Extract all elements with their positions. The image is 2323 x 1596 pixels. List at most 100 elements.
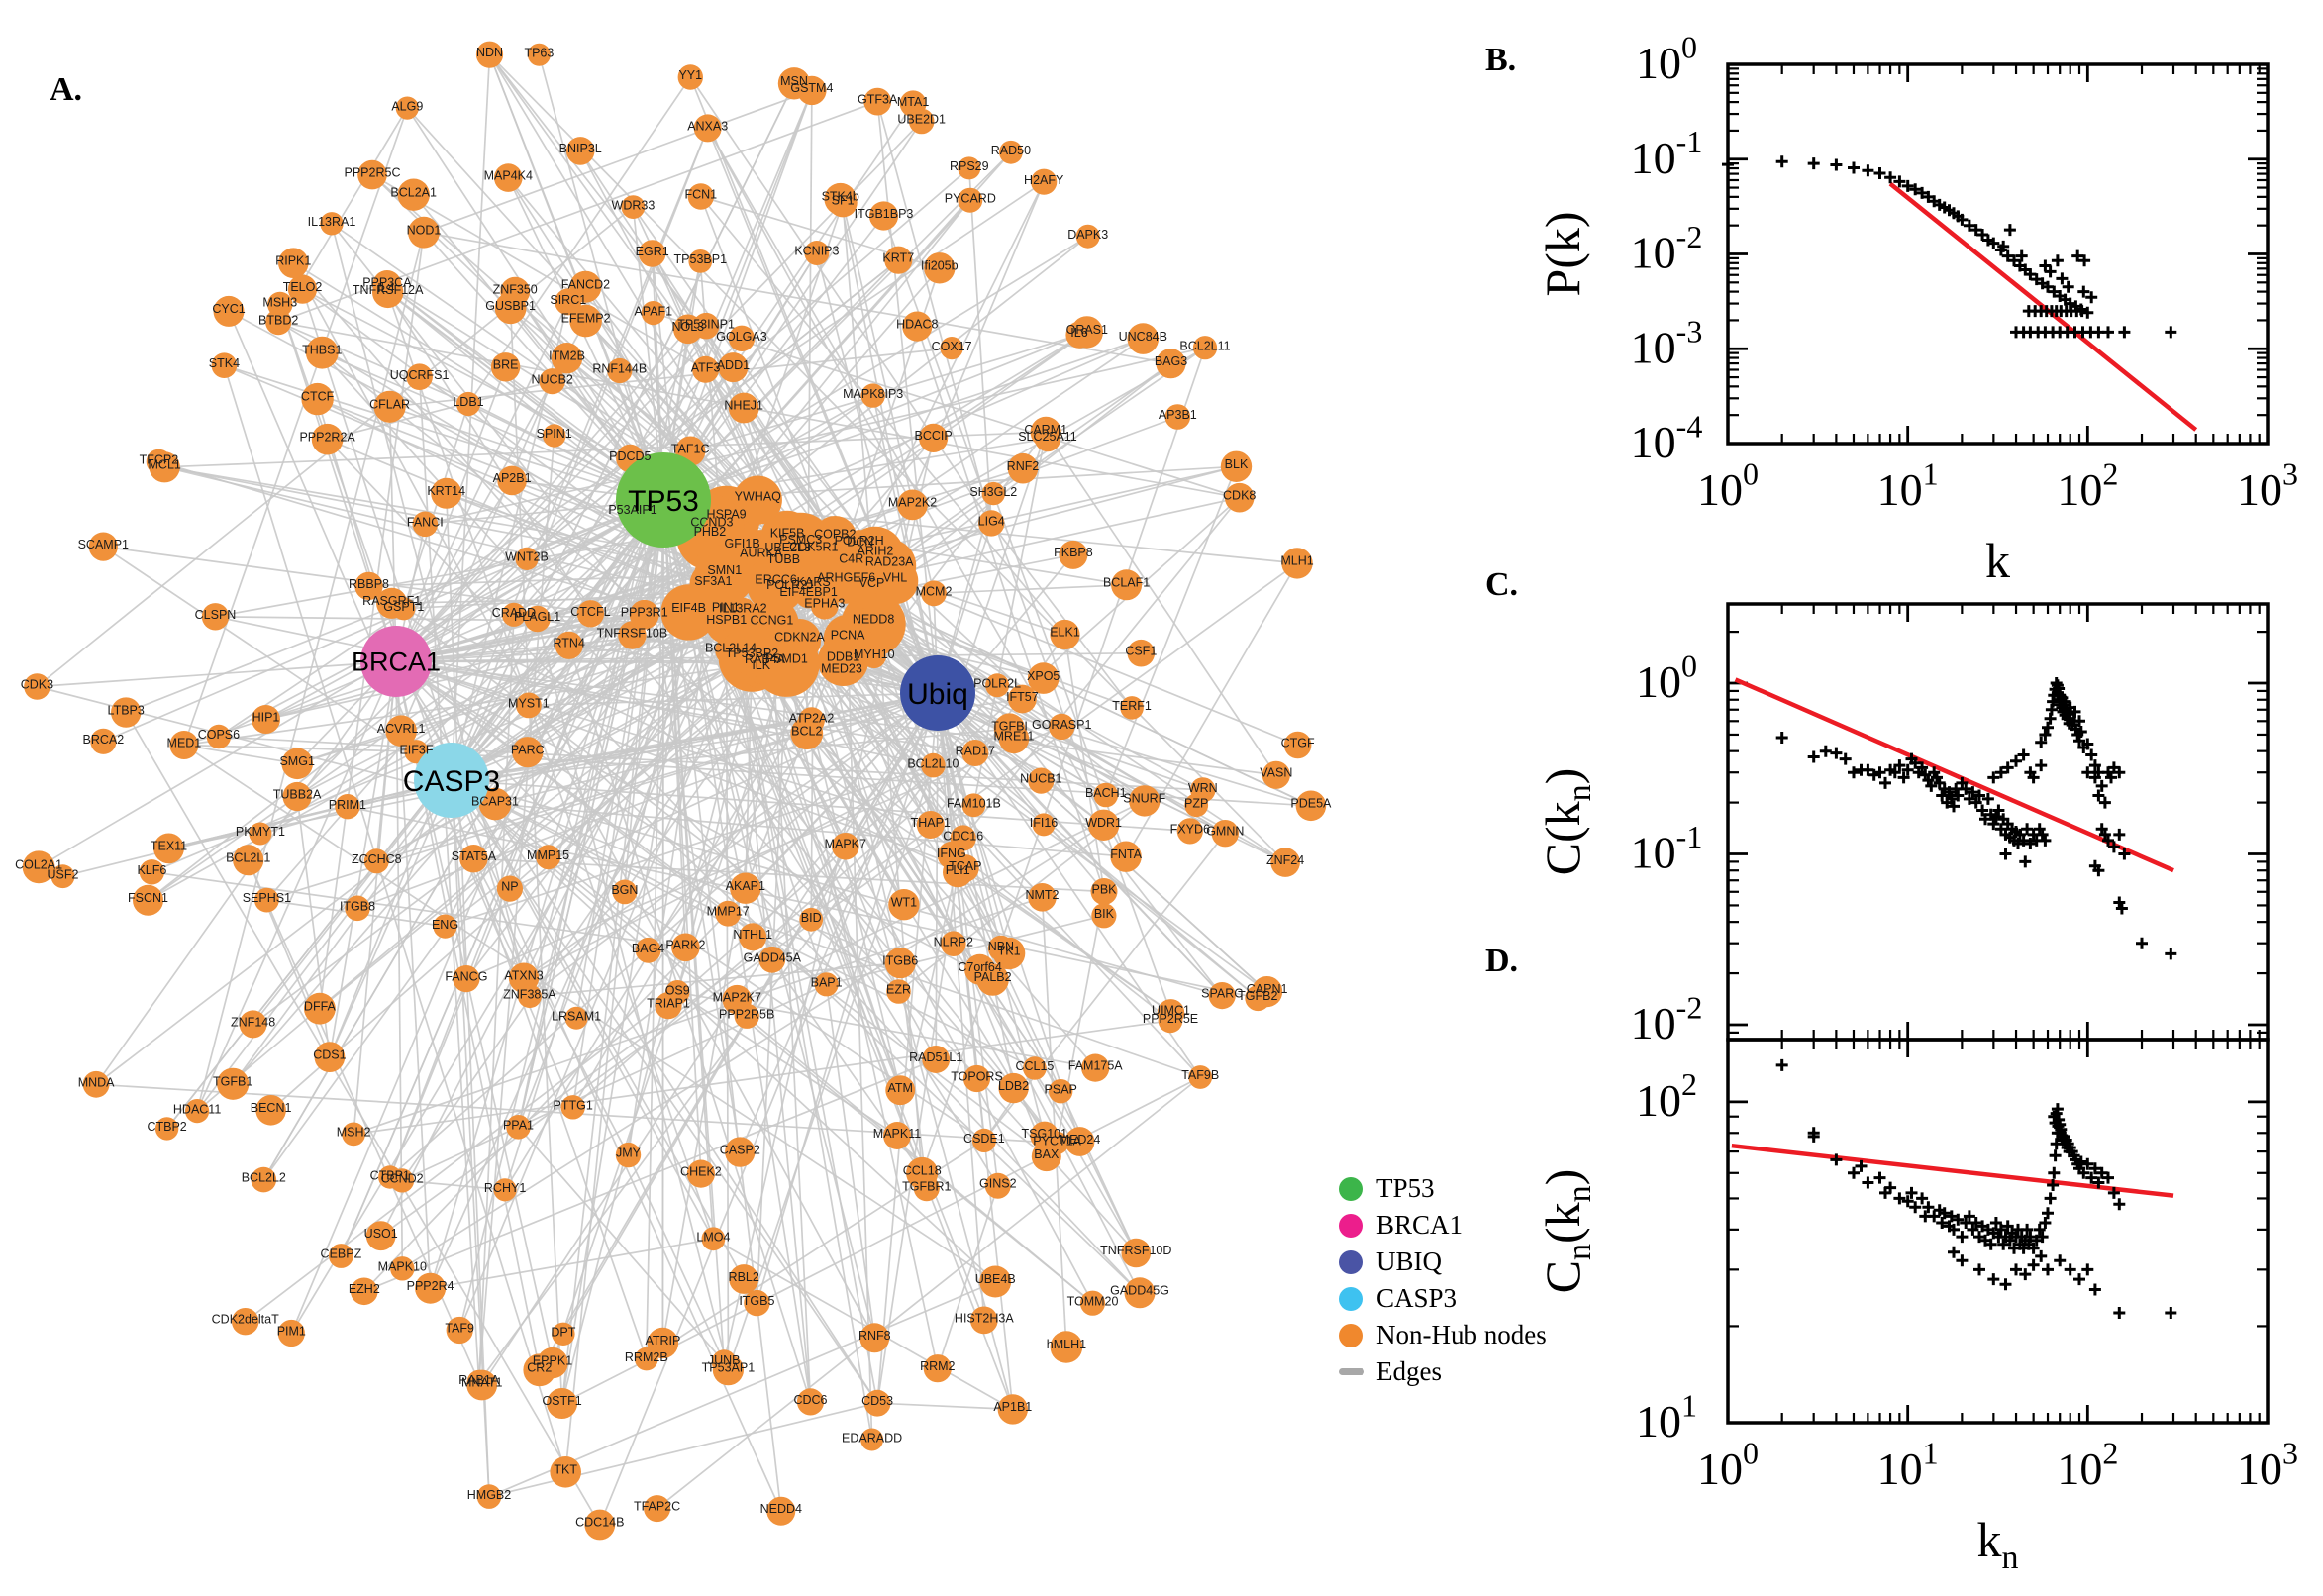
non-hub-node[interactable] [1176,818,1203,845]
non-hub-node[interactable] [357,159,387,190]
non-hub-node[interactable] [251,1166,277,1193]
non-hub-node[interactable] [500,276,531,307]
non-hub-node[interactable] [267,291,293,318]
non-hub-node[interactable] [692,312,720,340]
non-hub-node[interactable] [886,979,911,1004]
non-hub-node[interactable] [694,545,756,605]
non-hub-node[interactable] [320,212,344,236]
non-hub-node[interactable] [941,931,966,956]
non-hub-node[interactable] [961,793,986,818]
non-hub-node[interactable] [729,1264,759,1294]
non-hub-node[interactable] [921,580,947,607]
non-hub-node[interactable] [814,972,839,997]
non-hub-node[interactable] [730,872,761,904]
non-hub-node[interactable] [621,195,646,220]
non-hub-node[interactable] [1059,540,1088,569]
non-hub-node[interactable] [1008,684,1037,714]
non-hub-node[interactable] [635,1347,658,1371]
non-hub-node[interactable] [863,1389,891,1417]
non-hub-node[interactable] [647,1327,679,1359]
non-hub-node[interactable] [576,600,605,628]
non-hub-node[interactable] [406,363,433,391]
non-hub-node[interactable] [1032,813,1056,837]
non-hub-node[interactable] [859,1323,890,1353]
non-hub-node[interactable] [768,512,833,577]
non-hub-node[interactable] [547,1388,578,1419]
non-hub-node[interactable] [913,1175,940,1202]
non-hub-node[interactable] [921,752,946,778]
non-hub-node[interactable] [185,1099,210,1124]
non-hub-node[interactable] [798,707,825,734]
non-hub-node[interactable] [693,114,722,143]
non-hub-node[interactable] [516,692,542,719]
non-hub-node[interactable] [1188,1065,1213,1089]
non-hub-node[interactable] [969,1306,998,1335]
non-hub-node[interactable] [1270,848,1300,877]
non-hub-node[interactable] [501,602,527,627]
non-hub-node[interactable] [365,1221,396,1251]
non-hub-node[interactable] [385,715,417,747]
non-hub-node[interactable] [153,833,184,864]
non-hub-node[interactable] [999,140,1023,164]
non-hub-node[interactable] [395,96,419,120]
non-hub-node[interactable] [22,850,55,884]
non-hub-node[interactable] [722,984,753,1015]
non-hub-node[interactable] [555,288,582,316]
non-hub-node[interactable] [408,216,440,249]
non-hub-node[interactable] [249,822,272,846]
non-hub-node[interactable] [24,673,50,700]
non-hub-node[interactable] [497,465,527,496]
non-hub-node[interactable] [446,1316,473,1345]
non-hub-node[interactable] [345,895,370,922]
non-hub-node[interactable] [1295,790,1327,822]
non-hub-node[interactable] [916,811,945,839]
non-hub-node[interactable] [213,295,245,327]
non-hub-node[interactable] [515,547,539,571]
non-hub-node[interactable] [527,43,551,66]
non-hub-node[interactable] [688,249,713,273]
non-hub-node[interactable] [1220,450,1253,482]
non-hub-node[interactable] [1028,767,1055,794]
non-hub-node[interactable] [860,1428,884,1451]
non-hub-node[interactable] [1129,785,1161,817]
non-hub-node[interactable] [883,1122,911,1149]
non-hub-node[interactable] [958,156,981,180]
non-hub-node[interactable] [1075,224,1100,249]
non-hub-node[interactable] [523,1353,556,1387]
non-hub-node[interactable] [1045,1131,1069,1155]
non-hub-node[interactable] [476,1484,502,1509]
non-hub-node[interactable] [629,599,659,630]
non-hub-node[interactable] [1027,662,1060,694]
non-hub-node[interactable] [1050,619,1080,650]
non-hub-node[interactable] [612,879,638,905]
non-hub-node[interactable] [823,558,869,604]
non-hub-node[interactable] [712,1354,745,1386]
non-hub-node[interactable] [1111,569,1143,601]
non-hub-node[interactable] [888,889,920,921]
non-hub-node[interactable] [490,352,521,382]
non-hub-node[interactable] [1124,1277,1156,1309]
non-hub-node[interactable] [304,992,336,1025]
non-hub-node[interactable] [277,1319,305,1347]
non-hub-node[interactable] [981,481,1005,506]
non-hub-node[interactable] [671,933,700,962]
non-hub-node[interactable] [1156,349,1186,379]
non-hub-node[interactable] [506,1115,531,1140]
non-hub-node[interactable] [459,845,488,873]
non-hub-node[interactable] [569,304,602,338]
non-hub-node[interactable] [940,337,963,360]
non-hub-node[interactable] [884,246,913,274]
non-hub-node[interactable] [998,1072,1029,1104]
non-hub-node[interactable] [937,841,965,869]
non-hub-node[interactable] [206,724,232,749]
non-hub-node[interactable] [1192,336,1218,360]
non-hub-node[interactable] [1120,696,1144,720]
non-hub-node[interactable] [201,603,230,631]
non-hub-node[interactable] [397,178,430,211]
non-hub-node[interactable] [233,845,264,876]
non-hub-node[interactable] [329,1244,354,1268]
non-hub-node[interactable] [701,1227,726,1251]
non-hub-node[interactable] [281,748,314,780]
non-hub-node[interactable] [1087,809,1120,841]
non-hub-node[interactable] [1081,1053,1110,1082]
